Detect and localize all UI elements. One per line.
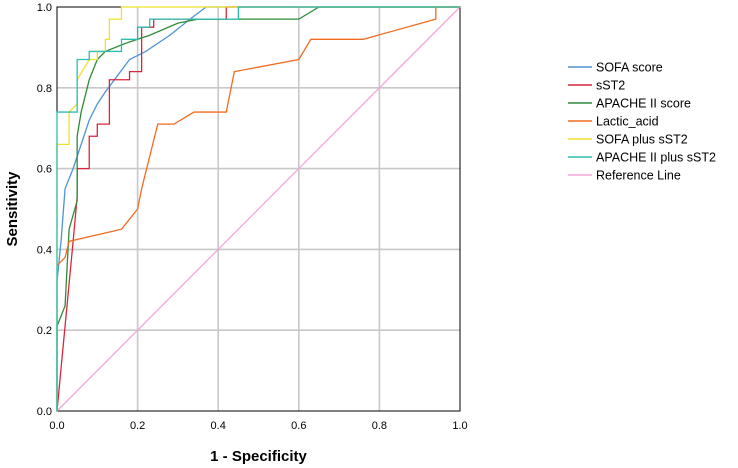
y-tick-label: 0.8 <box>37 83 52 95</box>
series-line-sofa-score <box>56 6 460 411</box>
series-line-apache-ii-plus-sst2 <box>56 6 460 411</box>
x-axis-ticks: 0.0 0.2 0.4 0.6 0.8 1.0 <box>49 420 467 432</box>
y-tick-label: 1.0 <box>37 2 52 14</box>
x-tick-label: 0.0 <box>49 420 64 432</box>
x-tick-label: 0.6 <box>291 420 306 432</box>
grid-lines <box>57 7 460 411</box>
x-tick-label: 0.4 <box>211 420 226 432</box>
y-tick-label: 0.4 <box>37 244 52 256</box>
legend-label: Lactic_acid <box>596 115 659 129</box>
series-line-lactic-acid <box>56 6 460 267</box>
x-tick-label: 0.2 <box>130 420 145 432</box>
x-tick-label: 1.0 <box>452 420 467 432</box>
y-axis-ticks: 0.0 0.2 0.4 0.6 0.8 1.0 <box>37 2 52 418</box>
x-axis-title: 1 - Specificity <box>210 448 307 465</box>
y-tick-label: 0.2 <box>37 325 52 337</box>
y-axis-title: Sensitivity <box>4 171 21 247</box>
series-line-reference-line <box>56 6 461 412</box>
series-layer <box>56 6 461 412</box>
y-tick-label: 0.0 <box>37 406 52 418</box>
legend-label: SOFA score <box>596 61 663 75</box>
series-line-sofa-plus-sst2 <box>56 6 460 411</box>
legend-label: sST2 <box>596 79 625 93</box>
legend-label: APACHE II plus sST2 <box>596 151 716 165</box>
x-tick-label: 0.8 <box>372 420 387 432</box>
legend-label: Reference Line <box>596 169 681 183</box>
legend-label: SOFA plus sST2 <box>596 133 688 147</box>
legend: SOFA score sST2 APACHE II score Lactic_acid… <box>568 61 716 183</box>
legend-label: APACHE II score <box>596 97 691 111</box>
y-tick-label: 0.6 <box>37 164 52 176</box>
